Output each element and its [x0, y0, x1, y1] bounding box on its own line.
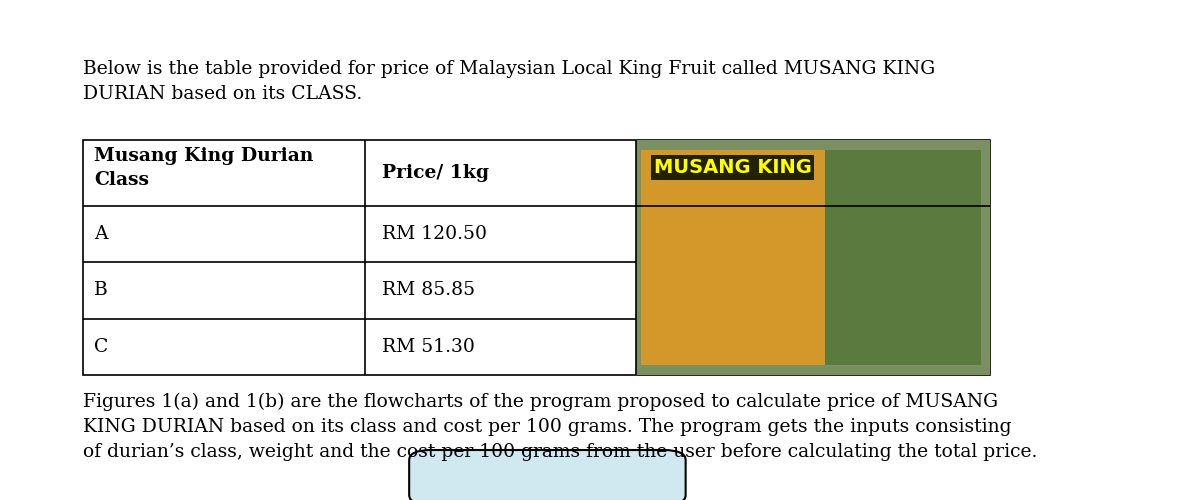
Text: Musang King Durian
Class: Musang King Durian Class	[94, 147, 313, 188]
Text: A: A	[94, 225, 108, 243]
Text: C: C	[94, 338, 108, 356]
Text: RM 51.30: RM 51.30	[382, 338, 474, 356]
FancyBboxPatch shape	[826, 150, 982, 365]
Text: RM 85.85: RM 85.85	[382, 282, 475, 300]
Text: B: B	[94, 282, 108, 300]
FancyBboxPatch shape	[636, 140, 990, 375]
FancyBboxPatch shape	[642, 150, 826, 365]
FancyBboxPatch shape	[409, 450, 685, 500]
Text: Figures 1(a) and 1(b) are the flowcharts of the program proposed to calculate pr: Figures 1(a) and 1(b) are the flowcharts…	[83, 392, 1037, 461]
Text: MUSANG KING: MUSANG KING	[654, 158, 811, 177]
Text: RM 120.50: RM 120.50	[382, 225, 486, 243]
Text: Price/ 1kg: Price/ 1kg	[382, 164, 488, 182]
Text: Below is the table provided for price of Malaysian Local King Fruit called MUSAN: Below is the table provided for price of…	[83, 60, 935, 103]
